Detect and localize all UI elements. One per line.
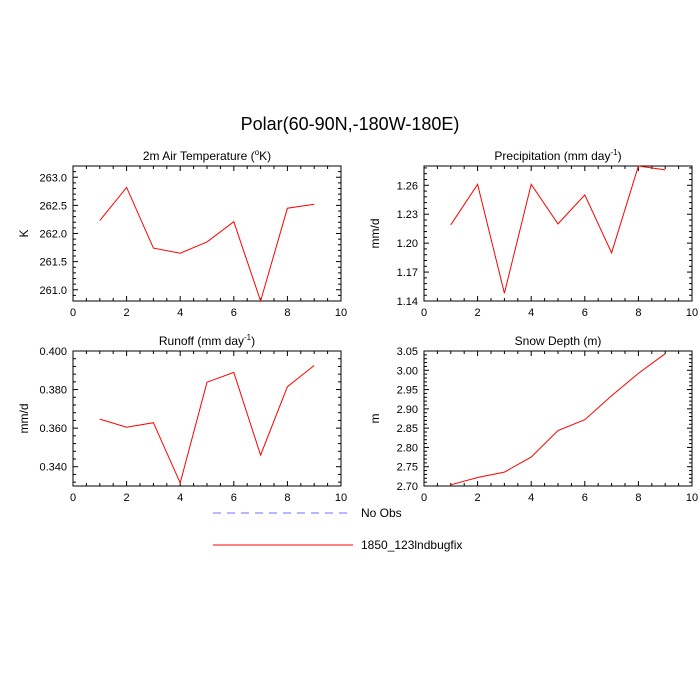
panel-title-text-end: ) — [251, 334, 255, 348]
y-tick-label: 2.90 — [397, 404, 418, 416]
y-tick-label: 2.85 — [397, 423, 418, 435]
x-tick-label: 0 — [421, 307, 427, 319]
panel-title-text: Precipitation (mm day — [494, 149, 610, 163]
y-tick-label: 262.5 — [39, 200, 67, 212]
panel-title-superscript: -1 — [610, 148, 618, 157]
panel-1: 2m Air Temperature (oK) K 0 2 4 6 8 10 261.0 261.… — [17, 148, 347, 319]
y-tick-label: 1.23 — [397, 209, 418, 221]
x-tick-label: 2 — [475, 307, 481, 319]
figure-title: Polar(60-90N,-180W-180E) — [241, 114, 460, 134]
y-tick-label: 1.20 — [397, 238, 418, 250]
x-tick-label: 10 — [686, 492, 698, 504]
series-line — [99, 186, 315, 303]
panel-title-text: Runoff (mm day — [159, 334, 244, 348]
plot-frame — [72, 350, 342, 487]
panel-title-text-end: ) — [618, 149, 622, 163]
x-tick-label: 10 — [335, 307, 347, 319]
plot-frame — [423, 165, 693, 302]
y-tick-label: 0.360 — [39, 423, 67, 435]
x-tick-label: 10 — [686, 307, 698, 319]
x-tick-label: 6 — [231, 492, 237, 504]
y-tick-label: 2.75 — [397, 462, 418, 474]
y-tick-label: 0.400 — [39, 346, 67, 358]
y-tick-label: 2.95 — [397, 385, 418, 397]
y-tick-label: 3.00 — [397, 365, 418, 377]
x-tick-label: 0 — [421, 492, 427, 504]
y-axis-label: mm/d — [368, 219, 382, 249]
legend-item: 1850_123lndbugfix — [213, 538, 462, 552]
panel-title-superscript: -1 — [244, 333, 252, 342]
x-tick-label: 4 — [177, 307, 183, 319]
plot-frame — [423, 350, 693, 487]
panel-title-text: 2m Air Temperature ( — [143, 149, 255, 163]
y-tick-label: 263.0 — [39, 172, 67, 184]
y-tick-label: 0.340 — [39, 462, 67, 474]
x-tick-label: 8 — [284, 307, 290, 319]
y-axis-label: m — [368, 414, 382, 424]
x-tick-label: 2 — [124, 492, 130, 504]
panel-title: Snow Depth (m) — [515, 334, 602, 348]
panel-title-text: Snow Depth (m) — [515, 334, 602, 348]
x-tick-label: 8 — [284, 492, 290, 504]
x-tick-label: 6 — [582, 307, 588, 319]
x-tick-label: 8 — [635, 492, 641, 504]
legend-item: No Obs — [213, 506, 402, 520]
x-tick-label: 4 — [177, 492, 183, 504]
legend-label: No Obs — [361, 506, 402, 520]
panel-4: Snow Depth (m) m 0 2 4 6 8 10 2.70 2.75 2.80 2.85 2.… — [368, 334, 698, 504]
panel-2: Precipitation (mm day-1) mm/d 0 2 4 6 8 10 1.14 1… — [368, 148, 698, 319]
x-tick-label: 8 — [635, 307, 641, 319]
x-tick-label: 2 — [124, 307, 130, 319]
y-axis-label: mm/d — [17, 404, 31, 434]
x-tick-label: 0 — [70, 492, 76, 504]
x-tick-label: 4 — [528, 492, 534, 504]
panel-title: Precipitation (mm day-1) — [494, 148, 621, 163]
y-tick-label: 261.0 — [39, 285, 67, 297]
y-tick-label: 1.14 — [397, 296, 418, 308]
y-tick-label: 1.17 — [397, 267, 418, 279]
series-line — [450, 165, 666, 294]
x-tick-label: 0 — [70, 307, 76, 319]
y-tick-label: 0.380 — [39, 385, 67, 397]
y-tick-label: 2.80 — [397, 442, 418, 454]
panel-title-superscript: o — [255, 148, 260, 157]
panels: 2m Air Temperature (oK)K0 2 4 6 8 10261.0261.… — [17, 148, 698, 504]
panel-title: 2m Air Temperature (oK) — [143, 148, 271, 163]
y-tick-label: 1.26 — [397, 180, 418, 192]
y-axis-label: K — [17, 229, 31, 237]
x-tick-label: 4 — [528, 307, 534, 319]
x-tick-label: 6 — [582, 492, 588, 504]
series-line — [450, 353, 666, 486]
legend-label: 1850_123lndbugfix — [361, 538, 462, 552]
panel-3: Runoff (mm day-1) mm/d 0 2 4 6 8 10 0.340 0.360 0.… — [17, 333, 347, 504]
y-tick-label: 262.0 — [39, 229, 67, 241]
series-line — [99, 365, 315, 485]
y-tick-label: 2.70 — [397, 481, 418, 493]
panel-title: Runoff (mm day-1) — [159, 333, 255, 348]
y-tick-label: 3.05 — [397, 346, 418, 358]
panel-title-text-end: K) — [259, 149, 271, 163]
plot-frame — [72, 165, 342, 302]
legend: No Obs 1850_123lndbugfix — [213, 506, 462, 552]
y-tick-label: 261.5 — [39, 257, 67, 269]
x-tick-label: 10 — [335, 492, 347, 504]
x-tick-label: 6 — [231, 307, 237, 319]
x-tick-label: 2 — [475, 492, 481, 504]
